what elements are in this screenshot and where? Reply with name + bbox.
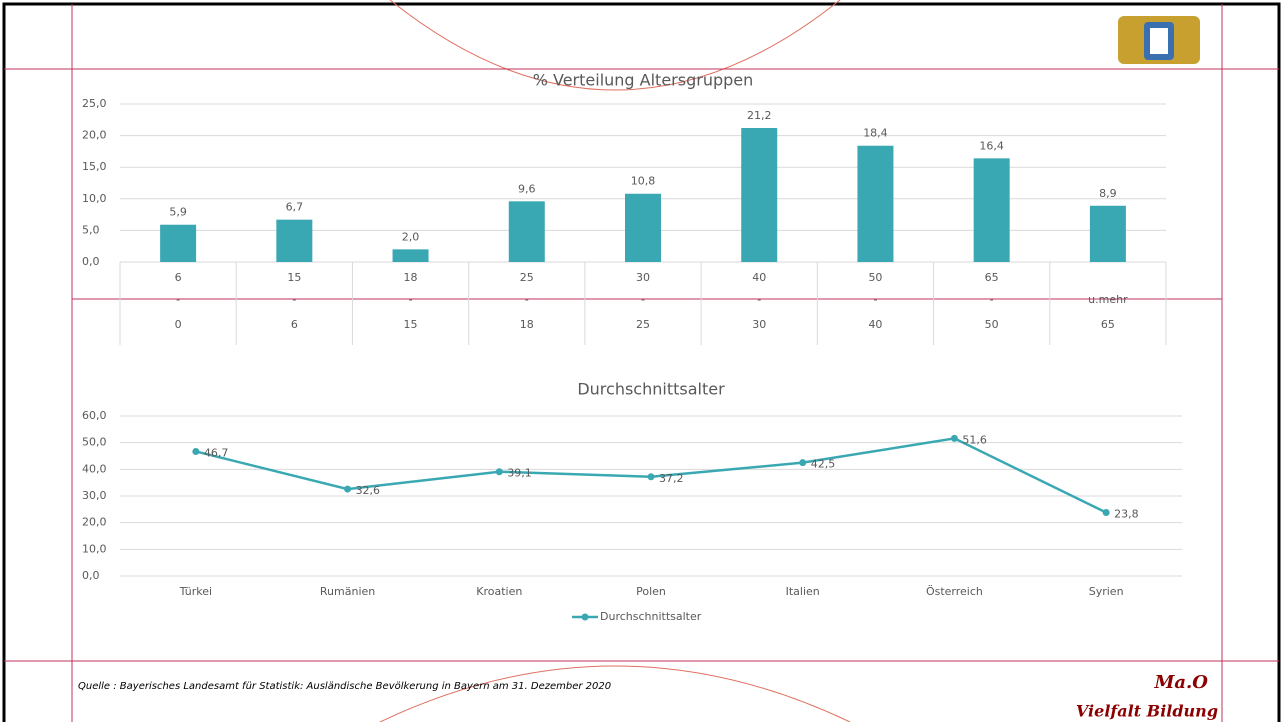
bar: [508, 201, 545, 262]
y-tick-label: 30,0: [82, 489, 107, 502]
x-tick-label: 40: [868, 318, 882, 331]
y-tick-label: 15,0: [82, 160, 107, 173]
bar: [741, 128, 778, 262]
x-tick-label: 25: [636, 318, 650, 331]
slogan: Vielfalt Bildung: [1076, 702, 1218, 721]
y-tick-label: 10,0: [82, 192, 107, 205]
data-label: 6,7: [286, 201, 304, 214]
data-label: 8,9: [1099, 187, 1117, 200]
y-tick-label: 60,0: [82, 409, 107, 422]
y-tick-label: 5,0: [82, 223, 100, 236]
data-label: 9,6: [518, 182, 536, 195]
x-tick-label: Rumänien: [320, 585, 375, 598]
data-label: 32,6: [356, 484, 381, 497]
chart-title: Durchschnittsalter: [577, 380, 725, 399]
data-label: 10,8: [631, 175, 656, 188]
y-tick-label: 40,0: [82, 462, 107, 475]
x-tick-label: -: [292, 293, 296, 306]
point: [799, 459, 807, 467]
data-label: 16,4: [979, 139, 1004, 152]
y-tick-label: 10,0: [82, 542, 107, 555]
point: [647, 473, 655, 481]
x-tick-label: Italien: [786, 585, 820, 598]
coat-of-arms: [1118, 16, 1200, 64]
point: [1102, 509, 1110, 517]
y-tick-label: 20,0: [82, 516, 107, 529]
x-tick-label: 15: [404, 318, 418, 331]
x-tick-label: Polen: [636, 585, 666, 598]
x-tick-label: 50: [868, 271, 882, 284]
x-tick-label: 30: [752, 318, 766, 331]
x-tick-label: -: [757, 293, 761, 306]
point: [192, 447, 200, 455]
frame-lines: [4, 4, 1279, 722]
x-tick-label: -: [641, 293, 645, 306]
x-tick-label: 40: [752, 271, 766, 284]
chart-title: % Verteilung Altersgruppen: [533, 71, 754, 90]
data-label: 18,4: [863, 127, 888, 140]
source: Quelle : Bayerisches Landesamt für Stati…: [78, 681, 611, 692]
x-tick-label: Syrien: [1089, 585, 1124, 598]
data-label: 21,2: [747, 109, 772, 122]
x-tick-label: -: [176, 293, 180, 306]
y-tick-label: 20,0: [82, 129, 107, 142]
data-label: 2,0: [402, 230, 420, 243]
x-tick-label: 18: [404, 271, 418, 284]
bar: [276, 219, 313, 262]
data-label: 37,2: [659, 472, 684, 485]
x-tick-label: -: [873, 293, 877, 306]
x-tick-label: -: [525, 293, 529, 306]
x-tick-label: Türkei: [179, 585, 213, 598]
data-label: 23,8: [1114, 508, 1139, 521]
data-label: 51,6: [962, 433, 987, 446]
bar: [857, 145, 894, 262]
x-tick-label: Österreich: [926, 585, 983, 598]
arc-top: [389, 0, 841, 91]
bar: [160, 224, 197, 262]
point: [495, 468, 503, 476]
x-tick-label: 25: [520, 271, 534, 284]
x-tick-label: 30: [636, 271, 650, 284]
y-tick-label: 50,0: [82, 436, 107, 449]
x-tick-label: 18: [520, 318, 534, 331]
data-label: 39,1: [507, 467, 532, 480]
x-tick-label: 65: [985, 271, 999, 284]
x-tick-label: -: [990, 293, 994, 306]
bar: [392, 249, 429, 262]
arc-bottom: [379, 665, 851, 722]
point: [950, 434, 958, 442]
legend-marker: [581, 613, 589, 621]
x-tick-label: 6: [175, 271, 182, 284]
x-tick-label: 65: [1101, 318, 1115, 331]
y-tick-label: 25,0: [82, 97, 107, 110]
legend-label: Durchschnittsalter: [600, 610, 702, 623]
x-tick-label: -: [409, 293, 413, 306]
x-tick-label: 15: [287, 271, 301, 284]
y-tick-label: 0,0: [82, 569, 100, 582]
y-tick-label: 0,0: [82, 255, 100, 268]
bar: [1089, 205, 1126, 262]
x-tick-label: 6: [291, 318, 298, 331]
bar: [625, 193, 661, 262]
x-tick-label: 50: [985, 318, 999, 331]
x-tick-label: 0: [175, 318, 182, 331]
data-label: 46,7: [204, 446, 229, 459]
x-tick-label: u.mehr: [1088, 293, 1128, 306]
brand: Ma.O: [1153, 672, 1208, 693]
point: [344, 485, 352, 493]
data-label: 5,9: [169, 206, 187, 219]
bar: [973, 158, 1010, 262]
data-label: 42,5: [811, 458, 836, 471]
x-tick-label: Kroatien: [476, 585, 522, 598]
